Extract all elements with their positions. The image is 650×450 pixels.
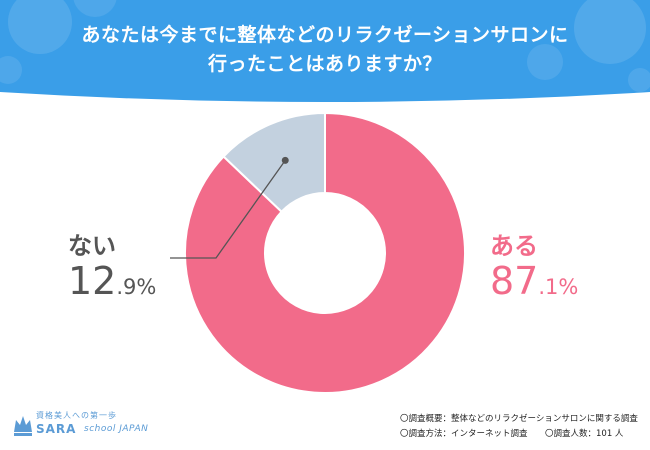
survey-method-note: 〇調査方法：インターネット調査	[400, 429, 528, 439]
label-aru-name: ある	[490, 232, 538, 260]
label-aru-decimal: .1%	[538, 275, 579, 299]
slice-nai	[222, 111, 326, 214]
logo-brand-sub: school JAPAN	[84, 424, 149, 434]
header-background	[0, 0, 650, 102]
title-line-1: あなたは今までに整体などのリラクゼーションサロンに	[81, 24, 569, 46]
logo-brand: SARA	[36, 422, 77, 436]
label-nai: ない 12.9%	[68, 226, 156, 303]
leader-line	[170, 159, 286, 259]
crown-icon	[14, 416, 32, 436]
header-banner: あなたは今までに整体などのリラクゼーションサロンに 行ったことはありますか？	[0, 0, 650, 110]
sara-school-logo: 資格美人への第一歩 SARA school JAPAN	[12, 408, 182, 444]
label-aru: ある 87.1%	[490, 226, 578, 303]
label-nai-decimal: .9%	[116, 275, 157, 299]
survey-count-note: 〇調査人数：101 人	[545, 429, 624, 439]
label-aru-number: 87	[490, 259, 539, 303]
label-nai-name: ない	[68, 232, 116, 260]
survey-overview-note: 〇調査概要：整体などのリラクゼーションサロンに関する調査	[400, 414, 638, 424]
slice-aru	[184, 111, 466, 394]
title-line-2: 行ったことはありますか？	[207, 53, 442, 75]
label-nai-number: 12	[68, 259, 117, 303]
logo-tagline: 資格美人への第一歩	[36, 411, 117, 420]
